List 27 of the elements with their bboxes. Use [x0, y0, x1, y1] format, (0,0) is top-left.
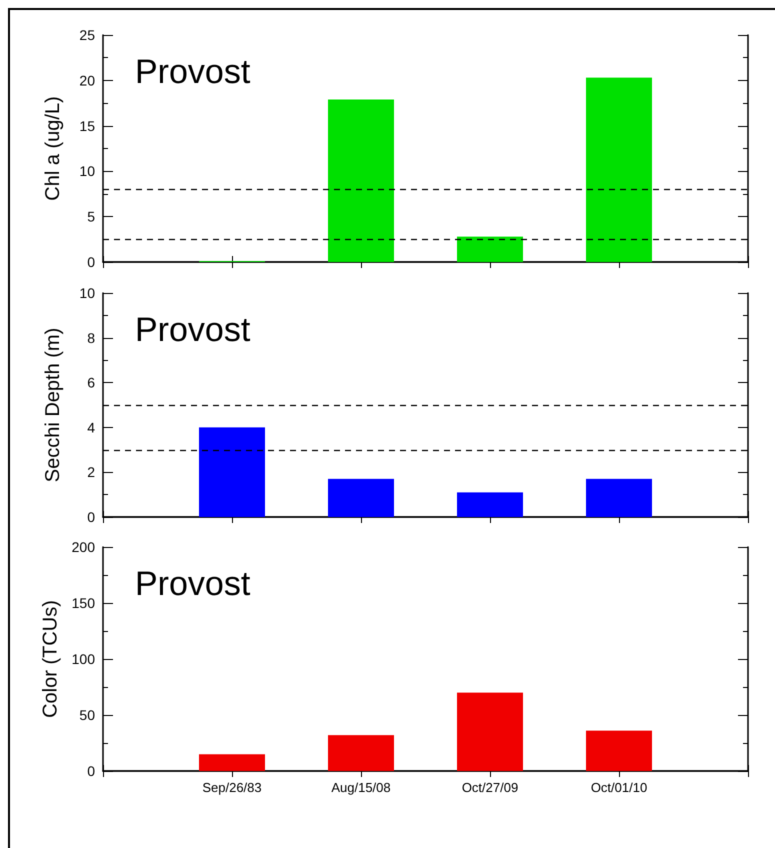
y-tick-label: 4 [87, 419, 96, 436]
y-tick-label: 2 [87, 464, 96, 480]
x-tick-label: Oct/01/10 [590, 780, 648, 795]
y-tick-label: 10 [79, 285, 96, 301]
y-tick-label: 25 [79, 27, 96, 43]
y-tick-label: 0 [87, 763, 96, 779]
y-tick-label: 100 [72, 651, 96, 667]
y-tick-label: 20 [79, 72, 96, 88]
y-tick-label: 10 [79, 163, 96, 180]
y-tick-label: 0 [87, 254, 96, 270]
y-tick-label: 200 [72, 539, 96, 555]
y-tick-label: 5 [87, 208, 96, 225]
x-tick-label: Aug/15/08 [331, 780, 391, 795]
y-tick-label: 15 [79, 118, 96, 134]
y-axis-title: Secchi Depth (m) [42, 328, 64, 482]
y-tick-label: 8 [87, 330, 96, 346]
annotation: Provost [135, 53, 251, 91]
annotation: Provost [135, 565, 251, 603]
x-tick-label: Sep/26/83 [202, 780, 262, 795]
y-tick-label: 150 [72, 595, 96, 611]
annotation: Provost [135, 311, 251, 349]
y-tick-label: 50 [79, 707, 96, 723]
y-tick-label: 0 [87, 509, 96, 525]
x-tick-label: Oct/27/09 [462, 780, 518, 795]
y-axis-title: Color (TCUs) [40, 600, 62, 718]
y-axis-title: Chl a (ug/L) [42, 96, 64, 201]
y-tick-label: 6 [87, 374, 96, 391]
